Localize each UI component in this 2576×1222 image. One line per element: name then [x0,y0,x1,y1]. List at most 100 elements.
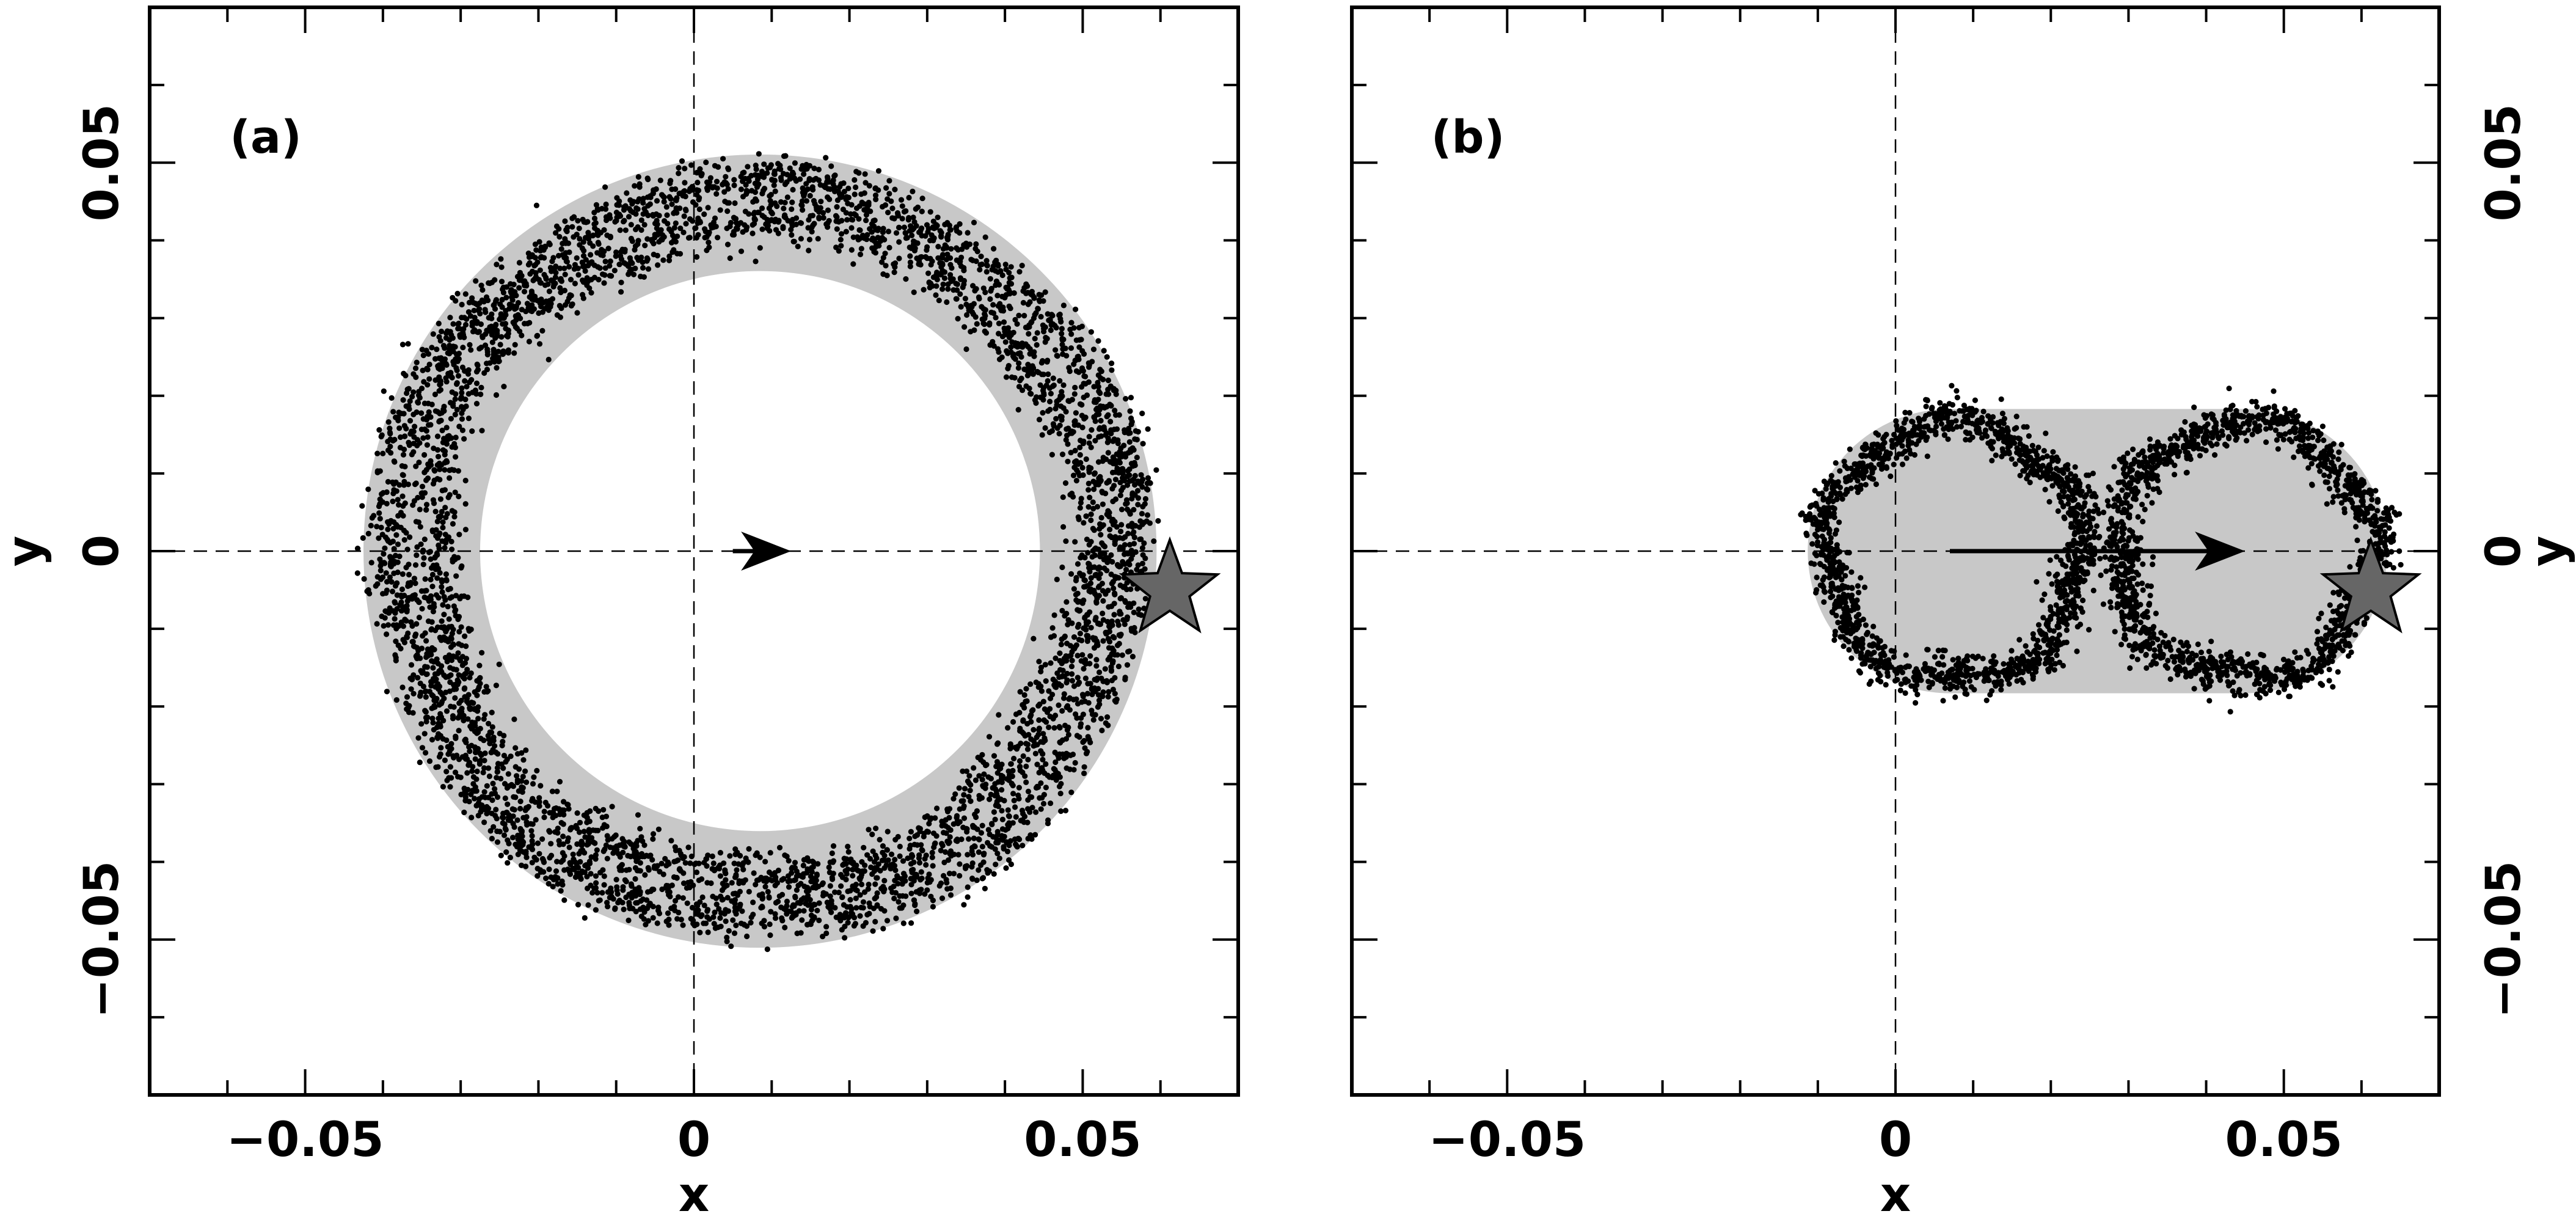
scatter-point [459,410,465,417]
scatter-point [613,249,619,255]
scatter-point [448,435,454,441]
scatter-point [532,241,539,247]
scatter-point [516,260,523,266]
scatter-point [625,852,631,859]
scatter-point [714,185,720,191]
scatter-point [656,213,662,219]
scatter-point [1050,715,1056,722]
scatter-point [642,872,648,878]
scatter-point [727,853,733,859]
scatter-point [825,194,831,200]
scatter-point [1103,591,1109,597]
scatter-point [494,262,500,268]
scatter-point [884,918,891,924]
scatter-point [514,751,521,757]
scatter-point [465,415,472,422]
scatter-point [406,442,412,448]
scatter-point [682,193,688,200]
scatter-point [385,478,392,485]
scatter-point [410,441,417,447]
scatter-point [450,335,456,341]
scatter-point [1114,426,1120,432]
scatter-point [561,807,567,813]
scatter-point [892,890,899,896]
scatter-point [1144,512,1151,518]
scatter-point [1048,660,1054,666]
scatter-point [384,536,390,543]
scatter-point [450,715,456,722]
scatter-point [446,775,452,781]
scatter-point [604,899,610,906]
scatter-point [385,526,391,533]
scatter-point [1141,540,1147,546]
scatter-point [456,728,462,734]
scatter-point [1086,565,1092,571]
scatter-point [628,222,634,228]
scatter-point [1081,764,1087,770]
scatter-point [447,467,453,474]
scatter-point [764,946,770,953]
scatter-point [1085,560,1092,567]
scatter-point [1087,653,1093,659]
scatter-point [841,913,847,919]
scatter-point [1072,384,1078,390]
scatter-point [627,906,633,912]
scatter-point [691,861,698,868]
scatter-point [999,272,1005,279]
scatter-point [425,618,432,624]
scatter-point [1075,469,1081,475]
scatter-point [875,226,881,233]
scatter-point [635,238,641,244]
scatter-point [881,236,888,243]
scatter-point [1082,555,1088,561]
scatter-point [1082,698,1088,704]
scatter-point [994,759,1001,765]
scatter-point [541,869,547,875]
scatter-point [648,852,654,858]
scatter-point [628,208,634,214]
scatter-point [431,726,437,733]
scatter-point [410,690,417,697]
scatter-point [776,893,783,899]
scatter-point [682,860,688,866]
scatter-point [1096,669,1103,675]
scatter-point [500,290,507,296]
scatter-point [977,262,983,268]
scatter-point [754,184,760,190]
scatter-point [1134,436,1140,443]
scatter-point [1085,734,1091,740]
scatter-point [1024,720,1031,727]
scatter-point [664,212,670,218]
scatter-point [1117,492,1123,499]
scatter-point [759,920,765,926]
scatter-point [1059,660,1065,667]
scatter-point [425,461,431,467]
scatter-point [1091,384,1097,390]
scatter-point [976,867,982,873]
scatter-point [1029,708,1035,714]
scatter-point [603,813,610,819]
scatter-point [902,230,909,236]
scatter-point [1013,711,1020,717]
scatter-point [758,905,764,911]
scatter-point [958,304,964,310]
scatter-point [1005,725,1011,731]
scatter-point [1017,764,1023,770]
scatter-point [1118,529,1124,535]
scatter-point [1108,430,1114,437]
scatter-point [919,847,925,853]
scatter-point [582,915,588,921]
scatter-point [459,385,465,391]
scatter-point [1095,338,1101,344]
scatter-point [1132,629,1138,635]
scatter-point [1094,595,1100,601]
scatter-point [640,196,646,202]
scatter-point [870,848,876,854]
scatter-point [944,808,951,814]
scatter-point [594,890,600,896]
scatter-point [387,444,393,450]
scatter-point [1036,725,1042,731]
scatter-point [655,262,661,268]
scatter-point [662,218,668,224]
scatter-point [1120,584,1126,590]
